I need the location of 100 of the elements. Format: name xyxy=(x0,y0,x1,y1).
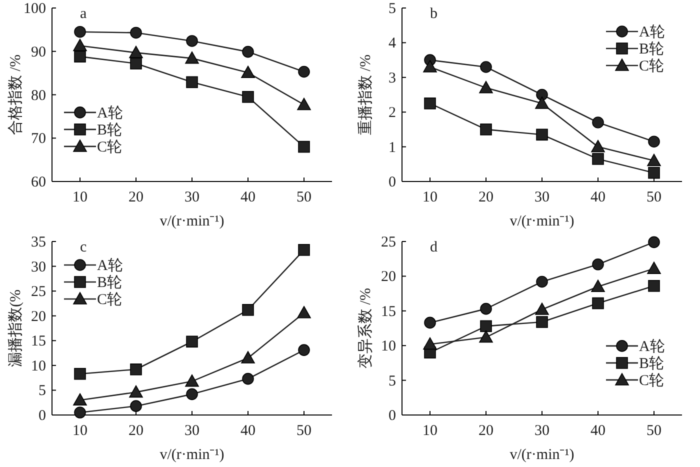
legend-label: C轮 xyxy=(97,138,122,156)
x-tick-label: 30 xyxy=(534,190,550,206)
point xyxy=(130,400,142,412)
y-tick-label: 25 xyxy=(31,284,46,300)
point xyxy=(479,330,493,343)
point xyxy=(241,66,255,78)
y-tick-label: 10 xyxy=(31,358,46,374)
point xyxy=(242,46,254,58)
y-tick-label: 60 xyxy=(31,174,46,190)
y-tick-label: 20 xyxy=(381,269,396,286)
point xyxy=(74,368,86,380)
x-tick-label: 20 xyxy=(478,190,494,206)
x-tick-label: 10 xyxy=(72,423,88,439)
point xyxy=(74,50,86,62)
y-axis-title: 漏播指数(% xyxy=(7,290,24,367)
chart-title: a xyxy=(80,6,87,22)
legend-label: A轮 xyxy=(97,257,123,274)
x-tick-label: 20 xyxy=(128,423,144,439)
y-axis-title: 变异系数 /% xyxy=(357,288,374,368)
point xyxy=(591,280,605,292)
legend-label: A轮 xyxy=(639,338,665,355)
x-tick-label: 40 xyxy=(590,423,606,439)
point xyxy=(592,116,604,128)
point xyxy=(74,26,86,38)
point xyxy=(647,154,661,166)
point xyxy=(648,136,660,148)
point xyxy=(592,153,604,165)
y-tick-label: 0 xyxy=(388,408,396,424)
y-tick-label: 5 xyxy=(38,383,46,400)
point xyxy=(535,96,549,109)
point xyxy=(130,363,142,376)
point xyxy=(185,374,199,387)
y-tick-label: 1 xyxy=(388,140,396,156)
x-tick-label: 10 xyxy=(72,190,88,206)
x-tick-label: 40 xyxy=(240,190,256,206)
y-tick-label: 30 xyxy=(31,259,46,276)
y-tick-label: 15 xyxy=(381,304,396,320)
y-tick-label: 100 xyxy=(24,1,46,17)
point xyxy=(424,316,436,329)
point xyxy=(242,304,254,316)
x-axis-title: v/(r·min⁻¹) xyxy=(160,447,224,463)
point xyxy=(73,393,87,406)
x-tick-label: 40 xyxy=(240,423,256,439)
y-tick-label: 0 xyxy=(388,174,396,190)
y-tick-label: 2 xyxy=(388,105,396,122)
point xyxy=(536,316,548,328)
legend-label: C轮 xyxy=(97,291,122,308)
chart-title: c xyxy=(80,240,87,256)
point xyxy=(297,306,311,318)
y-tick-label: 0 xyxy=(38,408,46,424)
x-tick-label: 30 xyxy=(534,423,550,439)
legend-label: C轮 xyxy=(639,372,664,389)
point xyxy=(298,140,310,153)
chart-title: b xyxy=(430,6,438,22)
legend-label: B轮 xyxy=(639,354,664,372)
point xyxy=(129,385,143,398)
point xyxy=(480,124,492,136)
point xyxy=(297,98,311,110)
point xyxy=(536,276,548,288)
point xyxy=(185,51,199,64)
y-tick-label: 70 xyxy=(31,131,46,148)
x-axis-title: v/(r·min⁻¹) xyxy=(510,214,574,230)
point xyxy=(536,128,548,141)
y-tick-label: 5 xyxy=(388,1,396,17)
y-tick-label: 20 xyxy=(31,308,46,325)
point xyxy=(298,244,310,256)
point xyxy=(186,388,198,400)
point xyxy=(242,372,254,385)
chart-title: d xyxy=(430,240,438,256)
x-tick-label: 30 xyxy=(184,190,200,206)
x-axis-title: v/(r·min⁻¹) xyxy=(510,447,574,463)
x-tick-label: 20 xyxy=(478,423,494,439)
point xyxy=(130,26,142,39)
point xyxy=(130,58,142,70)
x-tick-label: 50 xyxy=(296,190,312,206)
y-tick-label: 80 xyxy=(31,88,46,104)
point xyxy=(480,61,492,73)
legend-label: A轮 xyxy=(97,104,123,122)
x-tick-label: 10 xyxy=(422,423,438,439)
point xyxy=(592,297,604,310)
legend-label: B轮 xyxy=(97,121,122,138)
point xyxy=(592,258,604,270)
point xyxy=(186,35,198,47)
y-axis-title: 重播指数 /% xyxy=(357,54,374,135)
point xyxy=(648,236,660,248)
x-tick-label: 50 xyxy=(296,423,312,439)
x-tick-label: 10 xyxy=(422,190,438,206)
point xyxy=(648,166,660,179)
legend-label: C轮 xyxy=(639,58,664,74)
point xyxy=(423,60,437,72)
x-tick-label: 20 xyxy=(128,190,144,206)
point xyxy=(648,280,660,292)
legend-label: B轮 xyxy=(639,40,664,58)
y-axis-title: 合格指数 /% xyxy=(7,54,24,135)
x-axis-title: v/(r·min⁻¹) xyxy=(160,214,224,230)
legend-label: A轮 xyxy=(639,24,665,40)
point xyxy=(242,91,254,103)
legend-label: B轮 xyxy=(97,274,122,291)
x-tick-label: 50 xyxy=(646,190,662,206)
point xyxy=(647,262,661,274)
